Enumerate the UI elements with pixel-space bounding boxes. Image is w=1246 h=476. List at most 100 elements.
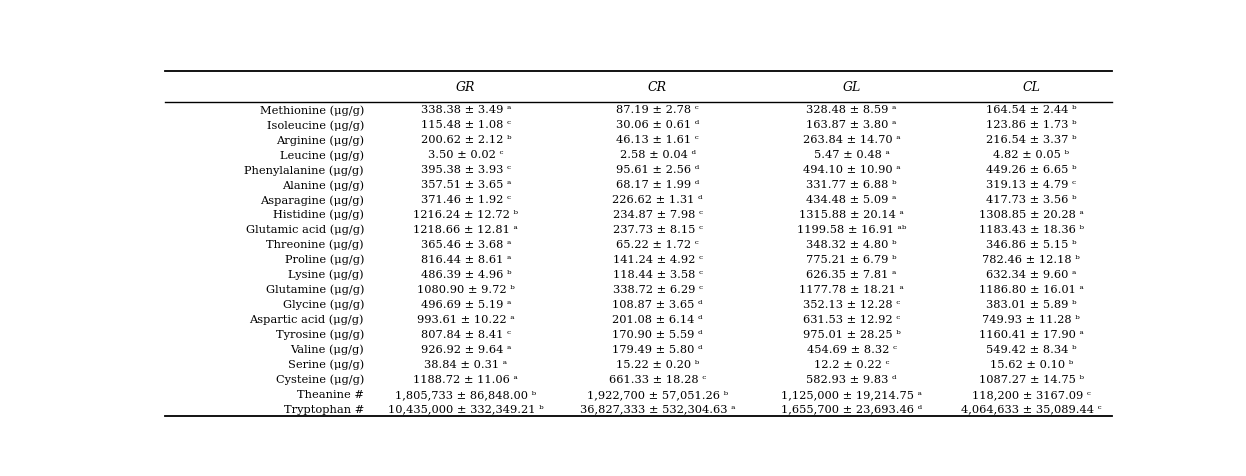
Text: 4,064,633 ± 35,089.44 ᶜ: 4,064,633 ± 35,089.44 ᶜ: [961, 404, 1101, 414]
Text: 631.53 ± 12.92 ᶜ: 631.53 ± 12.92 ᶜ: [802, 314, 900, 324]
Text: 328.48 ± 8.59 ᵃ: 328.48 ± 8.59 ᵃ: [806, 105, 897, 115]
Text: Asparagine (μg/g): Asparagine (μg/g): [260, 195, 364, 205]
Text: Theanine #: Theanine #: [297, 389, 364, 399]
Text: 395.38 ± 3.93 ᶜ: 395.38 ± 3.93 ᶜ: [421, 165, 511, 175]
Text: 449.26 ± 6.65 ᵇ: 449.26 ± 6.65 ᵇ: [986, 165, 1077, 175]
Text: 993.61 ± 10.22 ᵃ: 993.61 ± 10.22 ᵃ: [417, 314, 515, 324]
Text: 1,655,700 ± 23,693.46 ᵈ: 1,655,700 ± 23,693.46 ᵈ: [781, 404, 922, 414]
Text: 170.90 ± 5.59 ᵈ: 170.90 ± 5.59 ᵈ: [612, 329, 703, 339]
Text: 454.69 ± 8.32 ᶜ: 454.69 ± 8.32 ᶜ: [806, 344, 897, 354]
Text: 234.87 ± 7.98 ᶜ: 234.87 ± 7.98 ᶜ: [613, 210, 703, 220]
Text: 15.62 ± 0.10 ᵇ: 15.62 ± 0.10 ᵇ: [989, 359, 1073, 369]
Text: Leucine (μg/g): Leucine (μg/g): [280, 150, 364, 160]
Text: Alanine (μg/g): Alanine (μg/g): [282, 179, 364, 190]
Text: 775.21 ± 6.79 ᵇ: 775.21 ± 6.79 ᵇ: [806, 255, 897, 265]
Text: 263.84 ± 14.70 ᵃ: 263.84 ± 14.70 ᵃ: [802, 135, 901, 145]
Text: 338.38 ± 3.49 ᵃ: 338.38 ± 3.49 ᵃ: [421, 105, 511, 115]
Text: Cysteine (μg/g): Cysteine (μg/g): [275, 374, 364, 384]
Text: Aspartic acid (μg/g): Aspartic acid (μg/g): [249, 314, 364, 325]
Text: 237.73 ± 8.15 ᶜ: 237.73 ± 8.15 ᶜ: [613, 225, 703, 235]
Text: GL: GL: [842, 81, 861, 94]
Text: 816.44 ± 8.61 ᵃ: 816.44 ± 8.61 ᵃ: [421, 255, 511, 265]
Text: 1087.27 ± 14.75 ᵇ: 1087.27 ± 14.75 ᵇ: [979, 374, 1084, 384]
Text: 1315.88 ± 20.14 ᵃ: 1315.88 ± 20.14 ᵃ: [799, 210, 903, 220]
Text: 346.86 ± 5.15 ᵇ: 346.86 ± 5.15 ᵇ: [986, 239, 1077, 249]
Text: 216.54 ± 3.37 ᵇ: 216.54 ± 3.37 ᵇ: [986, 135, 1077, 145]
Text: 5.47 ± 0.48 ᵃ: 5.47 ± 0.48 ᵃ: [814, 150, 890, 160]
Text: 371.46 ± 1.92 ᶜ: 371.46 ± 1.92 ᶜ: [421, 195, 511, 205]
Text: 118,200 ± 3167.09 ᶜ: 118,200 ± 3167.09 ᶜ: [972, 389, 1090, 399]
Text: Serine (μg/g): Serine (μg/g): [288, 359, 364, 369]
Text: 108.87 ± 3.65 ᵈ: 108.87 ± 3.65 ᵈ: [612, 299, 703, 309]
Text: 1160.41 ± 17.90 ᵃ: 1160.41 ± 17.90 ᵃ: [979, 329, 1084, 339]
Text: 226.62 ± 1.31 ᵈ: 226.62 ± 1.31 ᵈ: [612, 195, 703, 205]
Text: GR: GR: [456, 81, 476, 94]
Text: 179.49 ± 5.80 ᵈ: 179.49 ± 5.80 ᵈ: [612, 344, 703, 354]
Text: 201.08 ± 6.14 ᵈ: 201.08 ± 6.14 ᵈ: [612, 314, 703, 324]
Text: 4.82 ± 0.05 ᵇ: 4.82 ± 0.05 ᵇ: [993, 150, 1069, 160]
Text: 1183.43 ± 18.36 ᵇ: 1183.43 ± 18.36 ᵇ: [979, 225, 1084, 235]
Text: 661.33 ± 18.28 ᶜ: 661.33 ± 18.28 ᶜ: [609, 374, 706, 384]
Text: 200.62 ± 2.12 ᵇ: 200.62 ± 2.12 ᵇ: [421, 135, 511, 145]
Text: Histidine (μg/g): Histidine (μg/g): [273, 209, 364, 220]
Text: 118.44 ± 3.58 ᶜ: 118.44 ± 3.58 ᶜ: [613, 269, 703, 279]
Text: 383.01 ± 5.89 ᵇ: 383.01 ± 5.89 ᵇ: [986, 299, 1077, 309]
Text: 123.86 ± 1.73 ᵇ: 123.86 ± 1.73 ᵇ: [986, 120, 1077, 130]
Text: 975.01 ± 28.25 ᵇ: 975.01 ± 28.25 ᵇ: [802, 329, 901, 339]
Text: 115.48 ± 1.08 ᶜ: 115.48 ± 1.08 ᶜ: [421, 120, 511, 130]
Text: 95.61 ± 2.56 ᵈ: 95.61 ± 2.56 ᵈ: [616, 165, 699, 175]
Text: 782.46 ± 12.18 ᵇ: 782.46 ± 12.18 ᵇ: [982, 255, 1080, 265]
Text: Tryptophan #: Tryptophan #: [284, 404, 364, 414]
Text: 1,805,733 ± 86,848.00 ᵇ: 1,805,733 ± 86,848.00 ᵇ: [395, 389, 537, 399]
Text: 2.58 ± 0.04 ᵈ: 2.58 ± 0.04 ᵈ: [619, 150, 695, 160]
Text: Glutamine (μg/g): Glutamine (μg/g): [265, 284, 364, 295]
Text: 65.22 ± 1.72 ᶜ: 65.22 ± 1.72 ᶜ: [616, 239, 699, 249]
Text: 494.10 ± 10.90 ᵃ: 494.10 ± 10.90 ᵃ: [802, 165, 901, 175]
Text: 365.46 ± 3.68 ᵃ: 365.46 ± 3.68 ᵃ: [421, 239, 511, 249]
Text: Glycine (μg/g): Glycine (μg/g): [283, 299, 364, 309]
Text: Arginine (μg/g): Arginine (μg/g): [275, 135, 364, 145]
Text: 141.24 ± 4.92 ᶜ: 141.24 ± 4.92 ᶜ: [613, 255, 703, 265]
Text: CL: CL: [1023, 81, 1040, 94]
Text: 319.13 ± 4.79 ᶜ: 319.13 ± 4.79 ᶜ: [987, 180, 1077, 190]
Text: 926.92 ± 9.64 ᵃ: 926.92 ± 9.64 ᵃ: [421, 344, 511, 354]
Text: 38.84 ± 0.31 ᵃ: 38.84 ± 0.31 ᵃ: [425, 359, 507, 369]
Text: 348.32 ± 4.80 ᵇ: 348.32 ± 4.80 ᵇ: [806, 239, 897, 249]
Text: 30.06 ± 0.61 ᵈ: 30.06 ± 0.61 ᵈ: [616, 120, 699, 130]
Text: 582.93 ± 9.83 ᵈ: 582.93 ± 9.83 ᵈ: [806, 374, 897, 384]
Text: 15.22 ± 0.20 ᵇ: 15.22 ± 0.20 ᵇ: [616, 359, 699, 369]
Text: Proline (μg/g): Proline (μg/g): [284, 254, 364, 265]
Text: 163.87 ± 3.80 ᵃ: 163.87 ± 3.80 ᵃ: [806, 120, 897, 130]
Text: Phenylalanine (μg/g): Phenylalanine (μg/g): [244, 165, 364, 175]
Text: 87.19 ± 2.78 ᶜ: 87.19 ± 2.78 ᶜ: [616, 105, 699, 115]
Text: 46.13 ± 1.61 ᶜ: 46.13 ± 1.61 ᶜ: [616, 135, 699, 145]
Text: CR: CR: [648, 81, 667, 94]
Text: 417.73 ± 3.56 ᵇ: 417.73 ± 3.56 ᵇ: [986, 195, 1077, 205]
Text: Valine (μg/g): Valine (μg/g): [290, 344, 364, 355]
Text: 12.2 ± 0.22 ᶜ: 12.2 ± 0.22 ᶜ: [814, 359, 890, 369]
Text: 68.17 ± 1.99 ᵈ: 68.17 ± 1.99 ᵈ: [616, 180, 699, 190]
Text: 496.69 ± 5.19 ᵃ: 496.69 ± 5.19 ᵃ: [421, 299, 511, 309]
Text: 1188.72 ± 11.06 ᵃ: 1188.72 ± 11.06 ᵃ: [414, 374, 518, 384]
Text: 1308.85 ± 20.28 ᵃ: 1308.85 ± 20.28 ᵃ: [979, 210, 1084, 220]
Text: 331.77 ± 6.88 ᵇ: 331.77 ± 6.88 ᵇ: [806, 180, 897, 190]
Text: 1216.24 ± 12.72 ᵇ: 1216.24 ± 12.72 ᵇ: [414, 210, 518, 220]
Text: 1177.78 ± 18.21 ᵃ: 1177.78 ± 18.21 ᵃ: [799, 285, 903, 294]
Text: 36,827,333 ± 532,304.63 ᵃ: 36,827,333 ± 532,304.63 ᵃ: [579, 404, 735, 414]
Text: Glutamic acid (μg/g): Glutamic acid (μg/g): [245, 224, 364, 235]
Text: Tyrosine (μg/g): Tyrosine (μg/g): [275, 329, 364, 339]
Text: 486.39 ± 4.96 ᵇ: 486.39 ± 4.96 ᵇ: [421, 269, 511, 279]
Text: 338.72 ± 6.29 ᶜ: 338.72 ± 6.29 ᶜ: [613, 285, 703, 294]
Text: 352.13 ± 12.28 ᶜ: 352.13 ± 12.28 ᶜ: [802, 299, 900, 309]
Text: Methionine (μg/g): Methionine (μg/g): [259, 105, 364, 116]
Text: 749.93 ± 11.28 ᵇ: 749.93 ± 11.28 ᵇ: [982, 314, 1080, 324]
Text: Lysine (μg/g): Lysine (μg/g): [288, 269, 364, 280]
Text: 1,922,700 ± 57,051.26 ᵇ: 1,922,700 ± 57,051.26 ᵇ: [587, 389, 728, 399]
Text: 1199.58 ± 16.91 ᵃᵇ: 1199.58 ± 16.91 ᵃᵇ: [796, 225, 906, 235]
Text: 164.54 ± 2.44 ᵇ: 164.54 ± 2.44 ᵇ: [986, 105, 1077, 115]
Text: 1,125,000 ± 19,214.75 ᵃ: 1,125,000 ± 19,214.75 ᵃ: [781, 389, 922, 399]
Text: 1218.66 ± 12.81 ᵃ: 1218.66 ± 12.81 ᵃ: [414, 225, 518, 235]
Text: Threonine (μg/g): Threonine (μg/g): [267, 239, 364, 250]
Text: 807.84 ± 8.41 ᶜ: 807.84 ± 8.41 ᶜ: [421, 329, 511, 339]
Text: 1080.90 ± 9.72 ᵇ: 1080.90 ± 9.72 ᵇ: [417, 285, 515, 294]
